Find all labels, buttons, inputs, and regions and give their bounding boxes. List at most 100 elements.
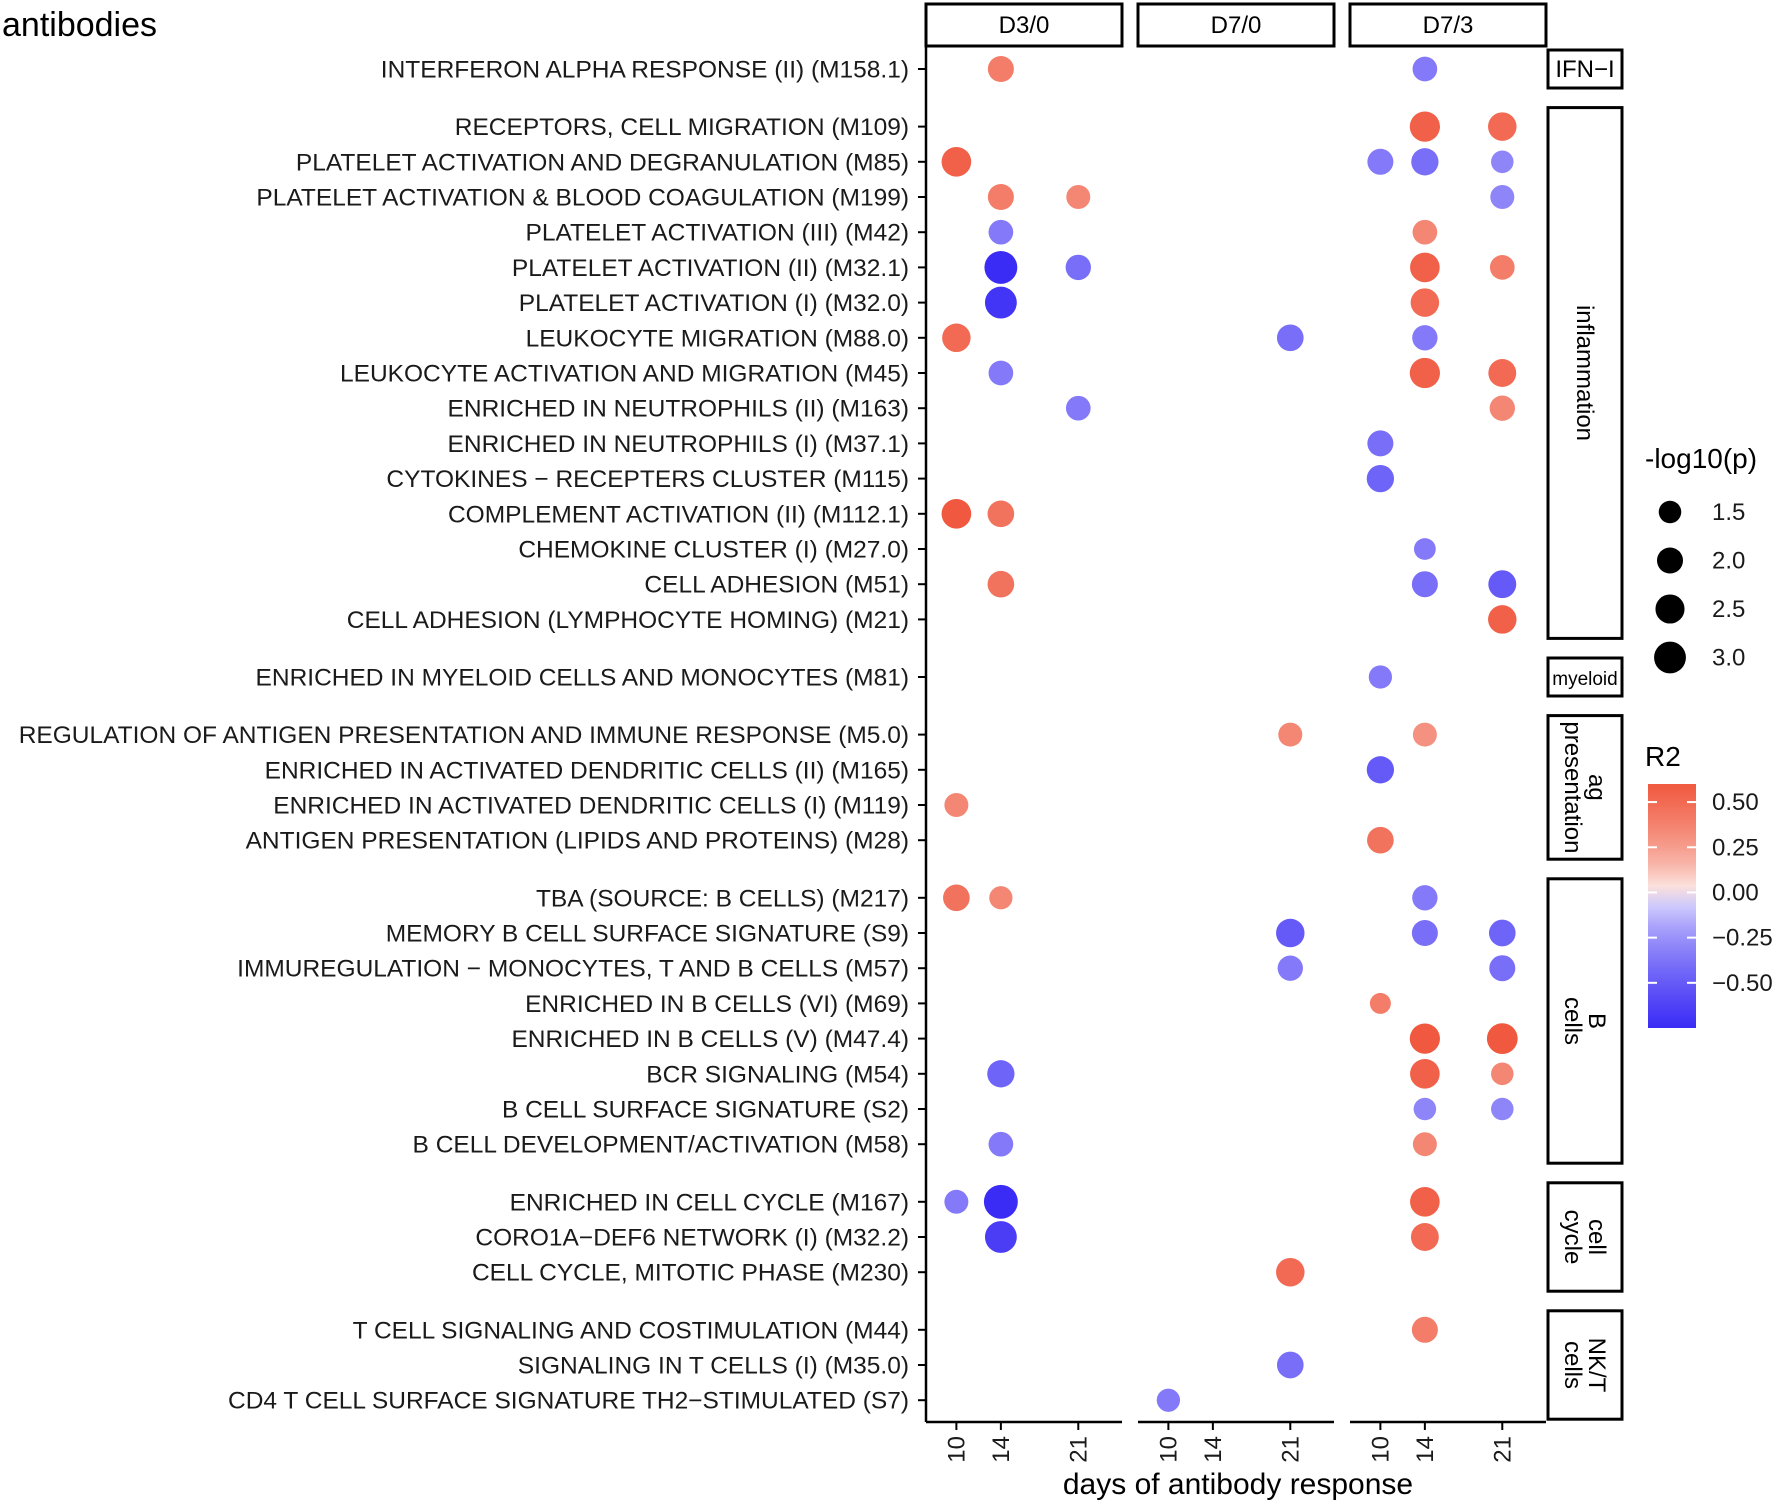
data-point	[1410, 1058, 1440, 1089]
data-point	[1277, 955, 1303, 981]
data-point	[984, 250, 1018, 284]
group-strip	[1546, 714, 1624, 861]
data-point	[1276, 918, 1305, 948]
data-point	[942, 323, 971, 353]
data-point	[1488, 605, 1517, 634]
color-legend-label: 0.50	[1712, 789, 1759, 816]
module-label: COMPLEMENT ACTIVATION (II) (M112.1)	[448, 501, 909, 528]
module-label: PLATELET ACTIVATION (II) (M32.1)	[512, 255, 909, 282]
panel-strip	[1348, 2, 1548, 48]
panel-strip-label: D3/0	[999, 12, 1050, 39]
data-point	[1412, 722, 1437, 747]
data-point	[1410, 1186, 1440, 1217]
data-point	[1065, 395, 1091, 421]
panels: D3/0 D7/0 D7/3	[924, 2, 1548, 1424]
x-tick-label: 10	[1367, 1436, 1394, 1463]
color-legend-bar	[1648, 784, 1696, 1028]
data-point	[1413, 1097, 1437, 1121]
module-label: REGULATION OF ANTIGEN PRESENTATION AND I…	[19, 722, 909, 749]
module-label: LEUKOCYTE ACTIVATION AND MIGRATION (M45)	[340, 361, 909, 388]
data-point	[1411, 919, 1438, 947]
data-point	[1489, 395, 1515, 421]
data-point	[1413, 538, 1436, 560]
color-legend-label: 0.25	[1712, 834, 1759, 861]
data-point	[1489, 255, 1515, 280]
x-tick-label: 10	[943, 1436, 970, 1463]
group-strip	[1546, 877, 1624, 1165]
size-legend-label: 1.5	[1712, 499, 1745, 526]
module-label: ENRICHED IN ACTIVATED DENDRITIC CELLS (I…	[265, 757, 909, 784]
group-strip-label: Bcells	[1559, 997, 1610, 1045]
data-point	[1369, 992, 1391, 1014]
group-strip	[1546, 656, 1624, 698]
data-point	[1410, 288, 1440, 317]
panel-strip	[1136, 2, 1336, 48]
data-point	[1278, 722, 1303, 747]
data-point	[1367, 148, 1394, 175]
module-label: TBA (SOURCE: B CELLS) (M217)	[536, 885, 909, 912]
data-point	[1491, 1097, 1514, 1121]
color-legend-label: −0.25	[1712, 925, 1772, 952]
data-point	[1409, 1023, 1440, 1054]
module-label: CD4 T CELL SURFACE SIGNATURE TH2−STIMULA…	[228, 1388, 909, 1415]
color-legend: R2 0.50 0.25 0.00 −0.25 −0.50	[1645, 741, 1772, 1028]
color-legend-label: −0.50	[1712, 970, 1772, 997]
data-point	[988, 219, 1014, 245]
data-point	[1276, 1351, 1304, 1379]
color-legend-label: 0.00	[1712, 879, 1759, 906]
module-label: B CELL DEVELOPMENT/ACTIVATION (M58)	[413, 1132, 909, 1159]
size-legend-label: 2.5	[1712, 596, 1745, 623]
data-point	[984, 1221, 1017, 1253]
data-point	[1488, 359, 1517, 387]
size-legend-dot	[1654, 641, 1686, 674]
module-labels: INTERFERON ALPHA RESPONSE (II) (M158.1) R…	[19, 57, 926, 1415]
data-point	[1411, 1316, 1438, 1343]
x-tick-label: 14	[1412, 1436, 1439, 1463]
module-label: IMMUREGULATION − MONOCYTES, T AND B CELL…	[237, 956, 909, 983]
x-tick-label: 10	[1155, 1436, 1182, 1463]
data-point	[941, 146, 972, 177]
module-label: PLATELET ACTIVATION (III) (M42)	[526, 220, 909, 247]
module-label: CORO1A−DEF6 NETWORK (I) (M32.2)	[475, 1225, 909, 1252]
data-point	[1066, 185, 1091, 209]
data-point	[1486, 1023, 1518, 1054]
color-legend-title: R2	[1645, 741, 1681, 772]
group-strip-label: NK/Tcells	[1559, 1338, 1610, 1393]
data-point	[1412, 1132, 1437, 1157]
data-point	[1412, 885, 1438, 911]
x-tick-label: 14	[1200, 1436, 1227, 1463]
data-point	[1276, 324, 1304, 352]
data-point	[989, 886, 1013, 910]
data-point	[1412, 219, 1438, 245]
data-point	[1488, 570, 1517, 599]
data-point	[1409, 111, 1440, 142]
module-label: CYTOKINES − RECEPTERS CLUSTER (M115)	[386, 466, 909, 493]
group-strip-label: myeloid	[1552, 669, 1617, 690]
module-label: PLATELET ACTIVATION AND DEGRANULATION (M…	[296, 149, 909, 176]
module-label: ENRICHED IN NEUTROPHILS (I) (M37.1)	[448, 431, 909, 458]
size-legend-title: -log10(p)	[1645, 443, 1757, 474]
panel-strip-label: D7/0	[1211, 12, 1262, 39]
data-point	[1156, 1388, 1181, 1412]
data-points	[941, 55, 1518, 1412]
module-label: CELL CYCLE, MITOTIC PHASE (M230)	[472, 1260, 909, 1287]
data-point	[1368, 665, 1393, 689]
module-label: ENRICHED IN B CELLS (V) (M47.4)	[511, 1026, 909, 1053]
size-legend-dot	[1656, 547, 1684, 574]
data-point	[1367, 430, 1394, 457]
data-point	[1366, 756, 1395, 784]
data-point	[983, 1184, 1018, 1219]
group-strip	[1546, 1181, 1624, 1293]
group-strip-label: cellcycle	[1559, 1210, 1610, 1265]
data-point	[1367, 826, 1394, 854]
panel-strip-label: D7/3	[1423, 12, 1474, 39]
data-point	[1366, 464, 1395, 493]
data-point	[1276, 1257, 1305, 1287]
data-point	[1491, 1062, 1514, 1086]
module-label: T CELL SIGNALING AND COSTIMULATION (M44)	[353, 1317, 909, 1344]
module-label: BCR SIGNALING (M54)	[646, 1061, 909, 1088]
x-ticks: 10 14 21 10 14 21 10 14 21	[943, 1422, 1516, 1463]
size-legend-label: 3.0	[1712, 645, 1745, 672]
data-point	[1411, 148, 1439, 176]
